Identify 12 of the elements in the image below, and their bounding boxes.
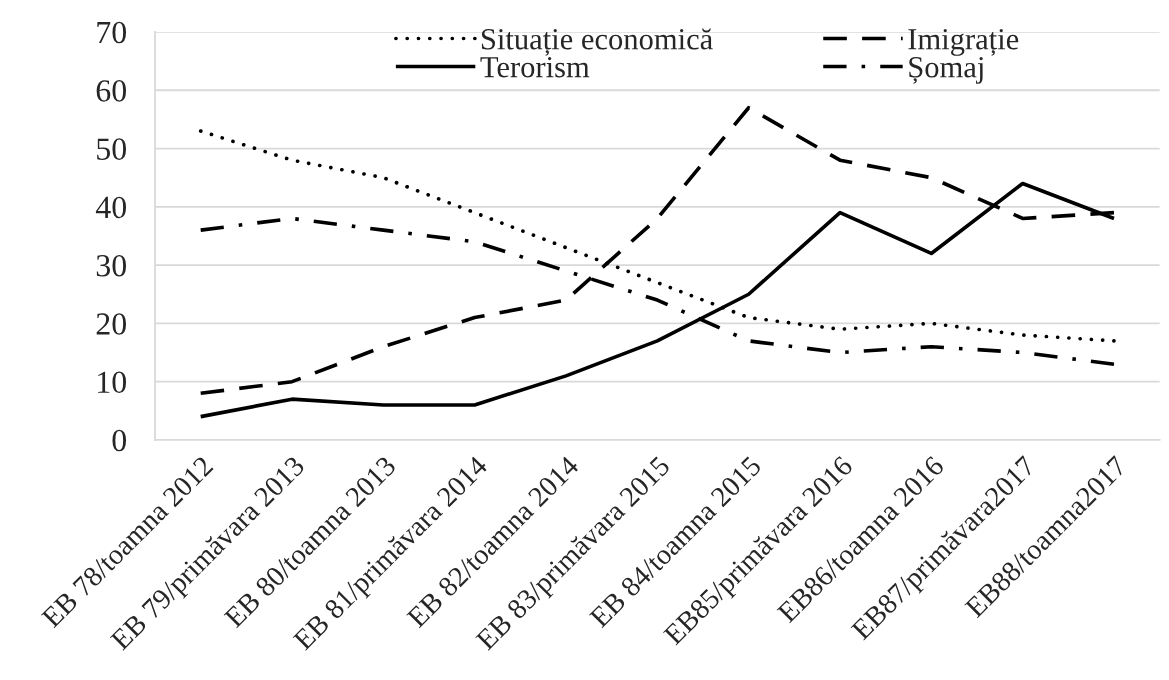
y-tick-label: 40 [95, 196, 127, 219]
y-tick-label: 0 [112, 429, 127, 452]
y-tick-label: 30 [96, 254, 127, 277]
y-tick-label: 50 [97, 138, 127, 160]
legend-label: Șomaj [909, 57, 983, 84]
legend-label: Imigrație [908, 29, 1019, 56]
y-tick-label: 10 [98, 371, 127, 394]
legend-label: Terorism [480, 56, 590, 78]
legend-label: Situație economică [481, 28, 713, 56]
y-tick-label: 20 [96, 313, 127, 335]
y-tick-label: 70 [97, 21, 127, 44]
y-tick-label: 60 [96, 80, 127, 102]
